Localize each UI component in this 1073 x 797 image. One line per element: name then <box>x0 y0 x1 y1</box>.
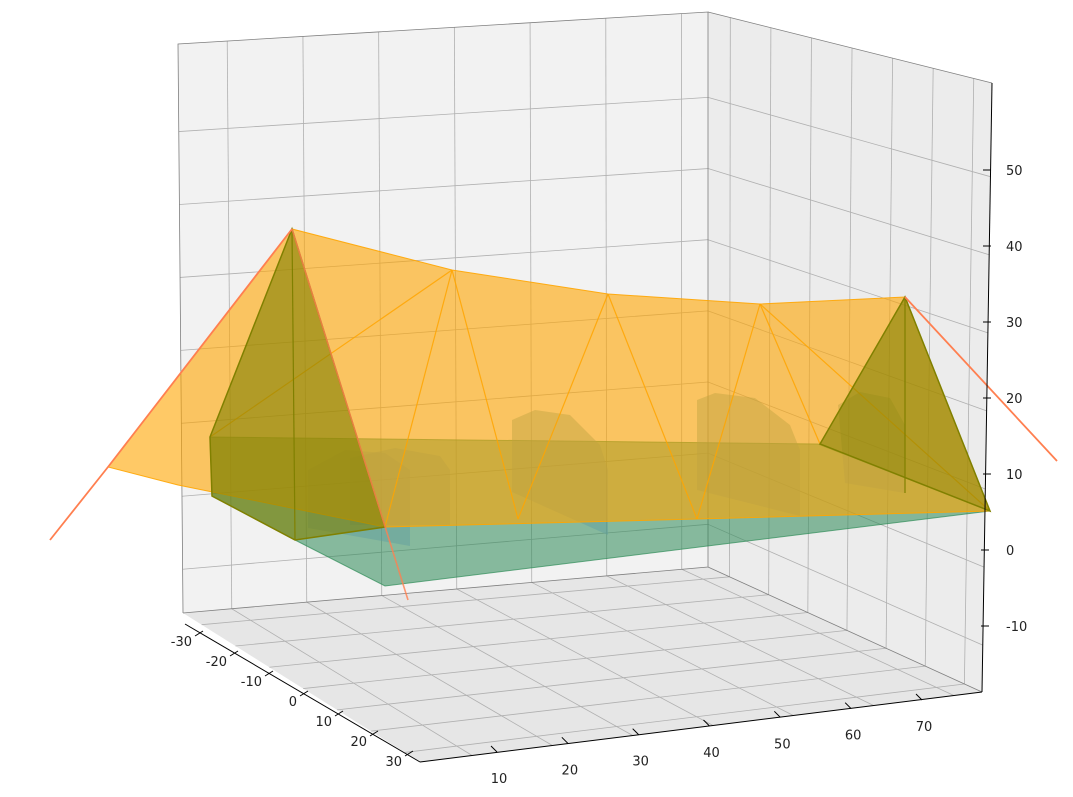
y-axis-line <box>419 691 983 763</box>
x-tick <box>194 630 204 637</box>
main-cable-left <box>49 228 293 541</box>
y-tick-label: 30 <box>632 755 649 770</box>
grid-line-x-floor <box>337 647 887 711</box>
x-axis-line <box>184 623 421 763</box>
y-tick-label: 50 <box>774 737 791 752</box>
main-cable-right <box>904 296 1058 462</box>
y-tick-label: 20 <box>562 763 579 778</box>
x-tick <box>229 650 239 657</box>
grid-line-x-floor <box>201 576 730 626</box>
grid-line-x-floor <box>235 594 769 647</box>
grid-line-x-floor <box>269 612 808 668</box>
x-tick <box>334 710 344 717</box>
grid-line-z-side <box>707 523 983 646</box>
hanger-line <box>384 269 453 528</box>
floor-right-edge <box>707 566 983 693</box>
hanger-line <box>517 293 609 520</box>
grid-line-z-side <box>707 96 991 178</box>
x-tick <box>264 670 274 677</box>
x-tick-label: 20 <box>350 735 367 750</box>
x-tick <box>299 690 309 697</box>
z-tick-label: 40 <box>1006 240 1023 255</box>
z-tick-label: 0 <box>1006 544 1014 559</box>
x-tick-label: 30 <box>385 755 402 770</box>
x-tick-label: -10 <box>241 675 262 690</box>
z-tick-label: 50 <box>1006 164 1023 179</box>
x-tick-label: -30 <box>171 635 192 650</box>
z-tick-label: -10 <box>1006 620 1027 635</box>
hanger-line <box>607 293 698 520</box>
axes <box>184 82 993 763</box>
z-axis-line <box>981 82 993 693</box>
y-tick-label: 10 <box>491 772 508 787</box>
z-tick-label: 20 <box>1006 392 1023 407</box>
tick-labels: -10 0 10 20 30 40 50 -30 -20 -10 0 10 20 30 10 20 30 40 50… <box>171 164 1027 787</box>
grid-line-y-floor <box>381 595 633 736</box>
grid-line-z-back <box>178 96 709 132</box>
grid-line-x-floor <box>303 629 847 689</box>
main-cable-left-stay <box>291 228 409 601</box>
y-tick-label: 40 <box>703 746 720 761</box>
y-tick-label: 60 <box>845 729 862 744</box>
grid-line-y-floor <box>456 588 714 726</box>
x-tick <box>404 750 414 757</box>
z-tick-label: 10 <box>1006 468 1023 483</box>
tower-left-mast <box>291 228 296 541</box>
x-tick-label: -20 <box>206 655 227 670</box>
plot-surfaces <box>49 226 1058 601</box>
hanger-line <box>759 303 821 445</box>
grid-line-x-floor <box>404 683 965 753</box>
y-tick <box>561 736 569 744</box>
y-tick <box>632 728 640 736</box>
grid-line-y-floor <box>231 608 473 756</box>
grid-line-y-floor <box>306 601 553 746</box>
y-tick <box>773 710 781 718</box>
y-tick <box>915 693 923 701</box>
tower-left <box>209 226 386 541</box>
top-right-edge <box>707 11 993 84</box>
hanger-line <box>696 303 761 520</box>
x-tick <box>369 730 379 737</box>
y-tick <box>703 719 710 727</box>
z-tick-label: 30 <box>1006 316 1023 331</box>
hanger-line <box>451 269 519 520</box>
grid-line-x-side <box>963 78 975 684</box>
grid-line-z-side <box>707 168 990 256</box>
x-tick-label: 0 <box>289 695 297 710</box>
y-tick-label: 70 <box>916 720 933 735</box>
grid-line-y-floor <box>681 568 955 696</box>
y-tick <box>490 745 498 753</box>
y-tick <box>844 702 852 710</box>
grid-line-x-floor <box>370 665 926 732</box>
grid-line-y-floor <box>531 582 794 716</box>
x-tick-label: 10 <box>315 715 332 730</box>
grid-line-z-back <box>179 168 709 205</box>
grid-line-z-side <box>707 239 989 334</box>
grid-line-y-floor <box>606 575 874 706</box>
